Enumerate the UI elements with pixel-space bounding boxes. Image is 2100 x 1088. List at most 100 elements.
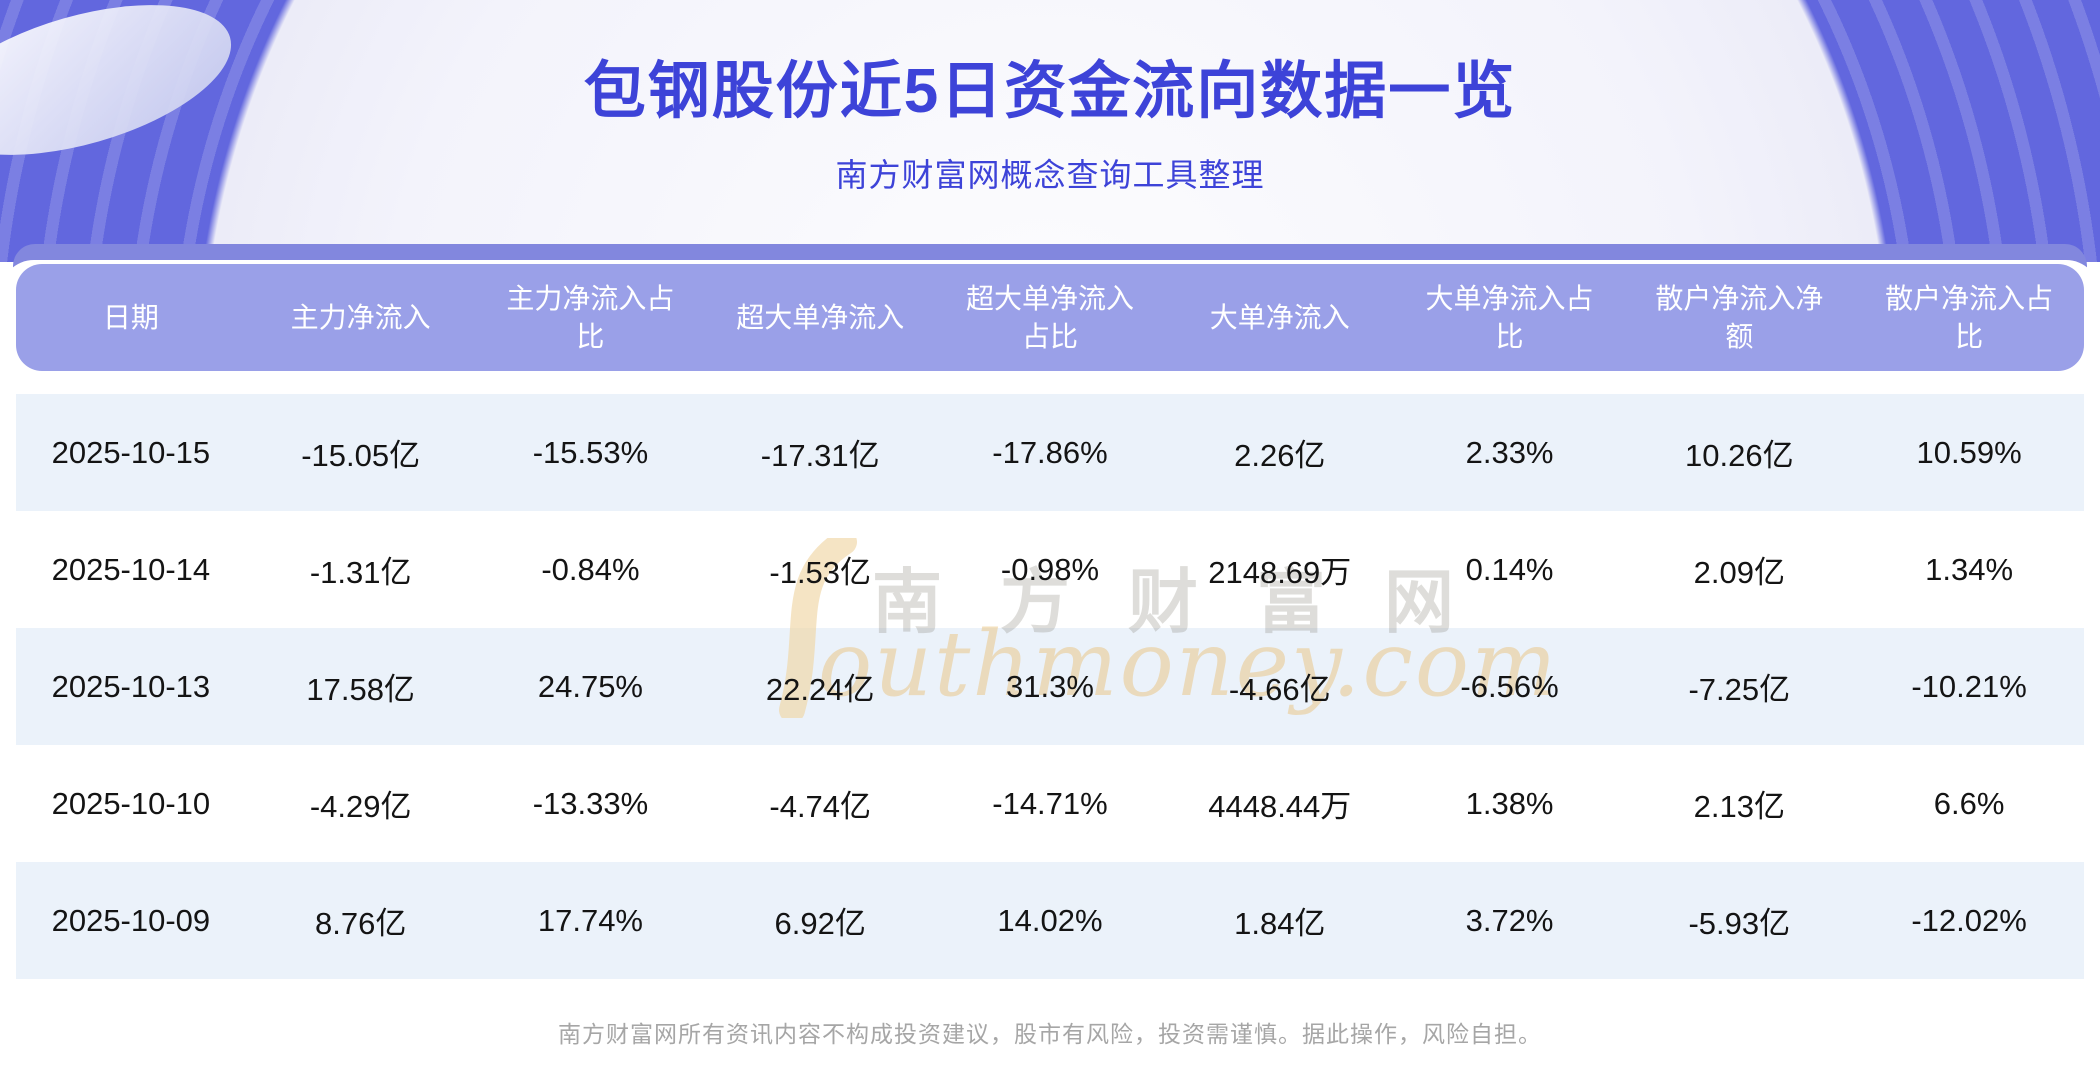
cell-text: 8.76亿 xyxy=(314,906,407,941)
column-header-label: 日期 xyxy=(102,301,159,333)
cell-text: -12.02% xyxy=(1911,902,2027,938)
value-cell: 1.84亿 xyxy=(1165,898,1395,943)
value-cell: -17.86% xyxy=(935,435,1165,471)
column-header-label: 散户净流入净额 xyxy=(1655,282,1824,352)
disclaimer-text: 南方财富网所有资讯内容不构成投资建议，股市有风险，投资需谨慎。据此操作，风险自担… xyxy=(558,1021,1542,1047)
value-cell: -13.33% xyxy=(476,786,706,822)
value-cell: -0.98% xyxy=(935,552,1165,588)
value-cell: -4.74亿 xyxy=(705,781,935,826)
page-subtitle: 南方财富网概念查询工具整理 xyxy=(835,157,1265,193)
cell-text: -1.53亿 xyxy=(769,555,872,590)
cell-text: -10.21% xyxy=(1911,668,2027,704)
value-cell: 31.3% xyxy=(935,669,1165,705)
table-body: 2025-10-15 -15.05亿 -15.53% -17.31亿 -17.86% 2.… xyxy=(16,394,2084,979)
date-cell: 2025-10-13 xyxy=(16,669,246,705)
column-header-label: 主力净流入占比 xyxy=(506,282,675,352)
value-cell: -4.29亿 xyxy=(246,781,476,826)
value-cell: -7.25亿 xyxy=(1624,664,1854,709)
column-header: 散户净流入净额 xyxy=(1624,264,1854,371)
cell-text: -4.29亿 xyxy=(309,789,412,824)
table-header-row: 日期 主力净流入 主力净流入占比 超大单净流入 超大单净流入占比 大单净流入 大单净流入占比… xyxy=(16,264,2084,371)
cell-text: -15.05亿 xyxy=(301,438,421,473)
column-header: 日期 xyxy=(16,264,246,371)
cell-text: 2148.69万 xyxy=(1208,555,1352,590)
cell-text: 14.02% xyxy=(997,902,1103,938)
cell-text: -14.71% xyxy=(992,785,1108,821)
cell-text: 0.14% xyxy=(1465,551,1554,587)
table-row: 2025-10-15 -15.05亿 -15.53% -17.31亿 -17.86% 2.… xyxy=(16,394,2084,511)
value-cell: 10.59% xyxy=(1854,435,2084,471)
cell-text: 31.3% xyxy=(1006,668,1094,704)
cell-text: 1.34% xyxy=(1925,551,2014,587)
decorative-banner xyxy=(0,0,2100,262)
value-cell: -1.31亿 xyxy=(246,547,476,592)
date-cell: 2025-10-15 xyxy=(16,435,246,471)
cell-text: -1.31亿 xyxy=(309,555,412,590)
column-header: 主力净流入占比 xyxy=(476,264,706,371)
cell-text: -0.98% xyxy=(1000,551,1100,587)
value-cell: 10.26亿 xyxy=(1624,430,1854,475)
value-cell: -15.53% xyxy=(476,435,706,471)
value-cell: 17.58亿 xyxy=(246,664,476,709)
value-cell: 8.76亿 xyxy=(246,898,476,943)
page-title: 包钢股份近5日资金流向数据一览 xyxy=(583,57,1517,126)
value-cell: 3.72% xyxy=(1395,903,1625,939)
value-cell: 1.38% xyxy=(1395,786,1625,822)
cell-text: 2025-10-10 xyxy=(51,785,211,821)
value-cell: -6.56% xyxy=(1395,669,1625,705)
value-cell: 14.02% xyxy=(935,903,1165,939)
cell-text: 17.58亿 xyxy=(306,672,415,707)
value-cell: 6.6% xyxy=(1854,786,2084,822)
value-cell: -14.71% xyxy=(935,786,1165,822)
cell-text: 1.38% xyxy=(1465,785,1554,821)
cell-text: 10.59% xyxy=(1916,434,2022,470)
column-header: 大单净流入占比 xyxy=(1395,264,1625,371)
value-cell: 2.33% xyxy=(1395,435,1625,471)
table-row: 2025-10-14 -1.31亿 -0.84% -1.53亿 -0.98% 2148.6… xyxy=(16,511,2084,628)
cell-text: 2.09亿 xyxy=(1693,555,1785,590)
cell-text: 2025-10-09 xyxy=(51,902,211,938)
cell-text: 2025-10-15 xyxy=(51,434,211,470)
cell-text: 3.72% xyxy=(1465,902,1554,938)
value-cell: 0.14% xyxy=(1395,552,1625,588)
value-cell: -4.66亿 xyxy=(1165,664,1395,709)
cell-text: 2025-10-13 xyxy=(51,668,211,704)
column-header-label: 大单净流入 xyxy=(1209,301,1350,333)
cell-text: 6.92亿 xyxy=(774,906,866,941)
value-cell: -10.21% xyxy=(1854,669,2084,705)
cell-text: 4448.44万 xyxy=(1208,789,1352,824)
cell-text: -13.33% xyxy=(532,785,649,821)
cell-text: 1.84亿 xyxy=(1234,906,1326,941)
value-cell: -15.05亿 xyxy=(246,430,476,475)
cell-text: -17.31亿 xyxy=(760,438,880,473)
cell-text: -0.84% xyxy=(541,551,640,587)
value-cell: 2.09亿 xyxy=(1624,547,1854,592)
value-cell: 4448.44万 xyxy=(1165,781,1395,826)
column-header: 超大单净流入 xyxy=(705,264,935,371)
value-cell: -0.84% xyxy=(476,552,706,588)
cell-text: -15.53% xyxy=(532,434,649,470)
table-row: 2025-10-13 17.58亿 24.75% 22.24亿 31.3% -4.66亿 -… xyxy=(16,628,2084,745)
cell-text: -4.74亿 xyxy=(769,789,872,824)
table-card: 日期 主力净流入 主力净流入占比 超大单净流入 超大单净流入占比 大单净流入 大单净流入占比… xyxy=(0,260,2100,1088)
cell-text: 2.33% xyxy=(1465,434,1554,470)
cell-text: -5.93亿 xyxy=(1688,906,1791,941)
value-cell: -12.02% xyxy=(1854,903,2084,939)
column-header-label: 散户净流入占比 xyxy=(1885,282,2054,352)
cell-text: -7.25亿 xyxy=(1688,672,1791,707)
table-row: 2025-10-09 8.76亿 17.74% 6.92亿 14.02% 1.84亿 3.7… xyxy=(16,862,2084,979)
cell-text: 10.26亿 xyxy=(1685,438,1794,473)
value-cell: 24.75% xyxy=(476,669,706,705)
column-header: 主力净流入 xyxy=(246,264,476,371)
column-header-label: 超大单净流入占比 xyxy=(965,282,1134,352)
cell-text: 6.6% xyxy=(1933,785,2005,821)
value-cell: 2148.69万 xyxy=(1165,547,1395,592)
cell-text: 22.24亿 xyxy=(765,672,875,707)
value-cell: 6.92亿 xyxy=(705,898,935,943)
cell-text: -6.56% xyxy=(1460,668,1559,704)
cell-text: 24.75% xyxy=(537,668,643,704)
cell-text: -4.66亿 xyxy=(1228,672,1331,707)
table-row: 2025-10-10 -4.29亿 -13.33% -4.74亿 -14.71% 4448… xyxy=(16,745,2084,862)
date-cell: 2025-10-14 xyxy=(16,552,246,588)
